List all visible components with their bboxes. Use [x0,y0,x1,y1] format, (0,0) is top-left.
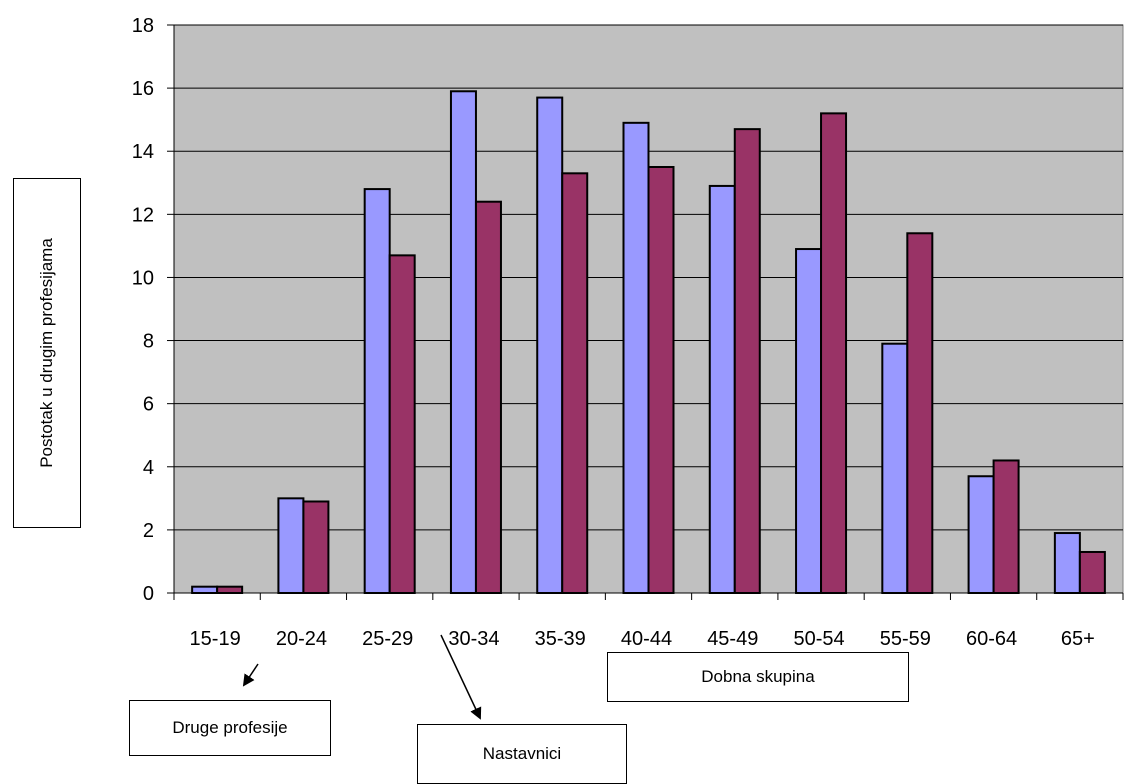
bar-druge-profesije [992,459,1020,595]
bar-druge-profesije [561,172,589,595]
x-tick-label: 30-34 [448,628,499,650]
bar-druge-profesije [474,200,502,594]
y-tick-label: 0 [143,583,154,605]
y-tick-label: 2 [143,520,154,542]
y-tick-label: 14 [132,141,154,163]
bar-druge-profesije [216,585,244,595]
x-tick-label: 60-64 [966,628,1017,650]
bar-nastavnici [708,184,736,595]
bar-druge-profesije [647,166,675,594]
arrow-druge [242,663,259,687]
bar-nastavnici [449,90,477,595]
y-tick-label: 8 [143,331,154,353]
bar-druge-profesije [820,112,848,594]
bar-nastavnici [536,96,564,594]
bar-nastavnici [622,121,650,594]
x-tick-label: 40-44 [621,628,672,650]
y-tick-label: 12 [132,204,154,226]
x-tick-label: 65+ [1061,628,1095,650]
y-axis-label-box: Postotak u drugim profesijama [13,178,81,528]
bar-druge-profesije [906,232,934,594]
x-tick-label: 20-24 [276,628,327,650]
bar-nastavnici [363,188,391,594]
y-axis-label: Postotak u drugim profesijama [37,238,56,468]
x-tick-label: 35-39 [535,628,586,650]
bar-nastavnici [795,248,823,595]
x-tick-label: 45-49 [707,628,758,650]
bar-nastavnici [191,585,219,595]
y-tick-label: 16 [132,78,154,100]
bar-druge-profesije [388,254,416,594]
y-tick-label: 6 [143,394,154,416]
x-axis-label: Dobna skupina [607,652,909,702]
bar-druge-profesije [733,128,761,594]
x-tick-label: 55-59 [880,628,931,650]
bar-nastavnici [277,497,305,595]
bar-nastavnici [881,342,909,595]
bar-druge-profesije [1078,550,1106,595]
bar-druge-profesije [302,500,330,594]
bar-nastavnici [967,475,995,594]
plot-area: 0 2 4 6 8 10 12 14 16 18 15-19 20-24 25-29 30-34 35-39… [132,15,1124,650]
y-tick-label: 4 [143,457,154,479]
legend-nastavnici: Nastavnici [417,724,627,784]
x-tick-label: 15-19 [190,628,241,650]
y-tick-label: 10 [132,267,154,289]
x-tick-label: 50-54 [793,628,844,650]
y-tick-label: 18 [132,15,154,37]
arrow-nastavnici [440,634,482,720]
legend-druge-profesije: Druge profesije [129,700,331,756]
x-tick-label: 25-29 [362,628,413,650]
bar-nastavnici [1053,532,1081,594]
